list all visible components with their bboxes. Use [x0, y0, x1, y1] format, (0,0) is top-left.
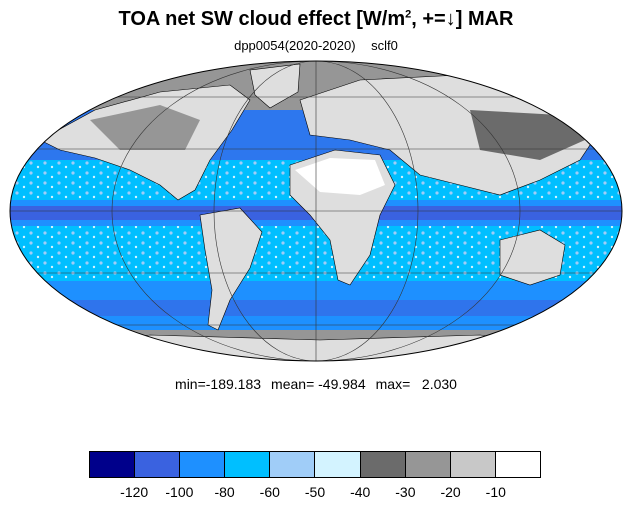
colorbar-cell	[135, 452, 181, 477]
australia	[499, 229, 566, 286]
sahara-clear	[295, 158, 385, 195]
title-text: TOA net SW cloud effect [W/m	[118, 8, 406, 30]
colorbar-cell	[405, 452, 451, 477]
colorbar-tick-label: -120	[120, 484, 149, 500]
experiment-label: dpp0054(2020-2020)	[234, 38, 356, 53]
world-map	[9, 60, 623, 362]
map-field	[10, 61, 622, 361]
colorbar-cell	[225, 452, 271, 477]
variable-label: sclf0	[371, 38, 398, 53]
colorbar-tick-label: -20	[440, 484, 461, 500]
colorbar-tick-label: -50	[304, 484, 326, 500]
map-subtitle: dpp0054(2020-2020) sclf0	[0, 38, 632, 53]
title-tail: , +=↓] MAR	[411, 8, 514, 30]
colorbar-tick-label: -30	[395, 484, 416, 500]
colorbar-tick-label: -100	[165, 484, 194, 500]
colorbar-cell	[180, 452, 226, 477]
stat-max: max= 2.030	[375, 376, 457, 392]
cloud-patches	[90, 105, 585, 195]
colorbar	[89, 451, 541, 478]
colorbar-cell	[360, 452, 406, 477]
statistics-line: min=-189.183 mean= -49.984 max= 2.030	[0, 376, 632, 392]
colorbar-cell	[495, 452, 540, 477]
colorbar-cell	[270, 452, 316, 477]
colorbar-tick-label: -40	[350, 484, 371, 500]
stat-mean: mean= -49.984	[271, 376, 366, 392]
colorbar-tick-label: -80	[214, 484, 235, 500]
america-clouds	[90, 105, 200, 150]
stat-min: min=-189.183	[175, 376, 262, 392]
colorbar-tick-label: -60	[259, 484, 280, 500]
colorbar-cell	[90, 452, 136, 477]
globe-outline	[9, 60, 623, 362]
map-title: TOA net SW cloud effect [W/m2, +=↓] MAR	[0, 8, 632, 31]
colorbar-tick-label: -10	[485, 484, 506, 500]
colorbar-ticks: -120 -100 -80 -60 -50 -40 -30 -20 -10	[89, 484, 541, 502]
asia-clouds	[470, 110, 585, 160]
colorbar-cell	[450, 452, 496, 477]
title-superscript: 2	[405, 8, 412, 21]
colorbar-cell	[315, 452, 361, 477]
